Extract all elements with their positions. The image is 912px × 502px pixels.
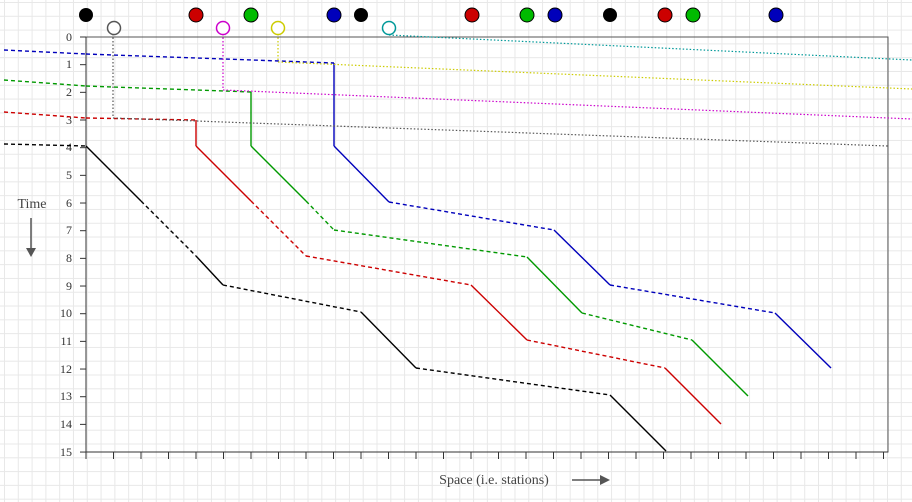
y-tick-labels: 0 1 2 3 4 5 6 7 8 9 10 11 12 13 14 15 xyxy=(60,30,72,459)
station-markers xyxy=(79,7,784,36)
trajectory-black xyxy=(3,143,667,452)
trajectory-segment xyxy=(305,255,472,286)
trajectory-segment xyxy=(112,117,889,147)
marker-green-filled xyxy=(519,7,535,23)
trajectory-blue xyxy=(3,49,832,369)
trajectory-segment xyxy=(85,85,252,93)
y-tick: 14 xyxy=(60,417,72,431)
y-tick: 5 xyxy=(66,168,72,182)
y-tick: 15 xyxy=(60,445,72,459)
y-tick: 3 xyxy=(66,113,72,127)
y-tick: 4 xyxy=(66,140,72,154)
marker-green-filled xyxy=(685,7,701,23)
trajectory-red xyxy=(3,111,722,425)
trajectory-segment xyxy=(140,200,197,257)
trajectory-segment xyxy=(691,339,749,397)
trajectory-segment xyxy=(388,201,555,231)
trajectory-segment xyxy=(85,145,142,202)
trajectory-green xyxy=(3,79,749,397)
trajectory-yellow xyxy=(277,34,912,90)
y-axis-arrow xyxy=(26,218,36,257)
trajectory-segment xyxy=(526,339,666,369)
trajectory-segment xyxy=(3,79,87,87)
y-tick: 10 xyxy=(60,306,72,320)
trajectory-segment xyxy=(553,229,611,286)
y-tick: 13 xyxy=(60,389,72,403)
y-tick: 0 xyxy=(66,30,72,44)
y-tick: 2 xyxy=(66,85,72,99)
trajectory-segment xyxy=(774,312,832,369)
trajectory-segment xyxy=(3,111,87,119)
marker-blue-filled xyxy=(768,7,784,23)
marker-black-filled xyxy=(79,8,93,22)
y-tick: 8 xyxy=(66,251,72,265)
marker-cyan-hollow xyxy=(381,20,397,36)
trajectory-cyan xyxy=(388,34,912,61)
trajectory-segment xyxy=(415,367,611,396)
y-axis-label: Time xyxy=(17,197,46,212)
trajectory-segment xyxy=(85,53,335,64)
trajectory-gray xyxy=(112,34,889,147)
trajectory-segment xyxy=(581,312,693,341)
trajectory-segment xyxy=(664,367,722,425)
trajectory-segment xyxy=(195,255,224,286)
trajectory-segment xyxy=(609,284,776,314)
trajectory-segment xyxy=(250,200,307,257)
y-tick: 12 xyxy=(60,362,72,376)
marker-black-filled xyxy=(354,8,368,22)
x-tick-marks xyxy=(85,452,884,459)
trajectory-segment xyxy=(222,284,362,313)
trajectory-segment xyxy=(3,143,87,147)
trajectory-segment xyxy=(222,89,912,120)
marker-green-filled xyxy=(243,7,259,23)
marker-red-filled xyxy=(657,7,673,23)
train-trajectories xyxy=(3,34,912,452)
marker-gray-hollow xyxy=(106,20,122,36)
trajectory-segment xyxy=(388,34,912,61)
trajectory-segment xyxy=(470,284,528,341)
plot-frame xyxy=(85,36,889,453)
y-tick: 7 xyxy=(66,223,72,237)
trajectory-magenta xyxy=(222,34,912,120)
trajectory-segment xyxy=(609,394,667,452)
x-axis-label: Space (i.e. stations) xyxy=(439,473,549,488)
trajectory-segment xyxy=(333,229,528,258)
trajectory-segment xyxy=(250,145,307,202)
trajectory-segment xyxy=(333,145,390,203)
trajectory-segment xyxy=(85,117,197,121)
marker-black-filled xyxy=(603,8,617,22)
marker-red-filled xyxy=(188,7,204,23)
marker-yellow-hollow xyxy=(270,20,286,36)
marker-magenta-hollow xyxy=(215,20,231,36)
y-tick: 1 xyxy=(66,57,72,71)
marker-blue-filled xyxy=(547,7,563,23)
trajectory-segment xyxy=(360,311,417,369)
trajectory-segment xyxy=(526,256,583,314)
marker-blue-filled xyxy=(326,7,342,23)
trajectory-segment xyxy=(305,200,335,231)
trajectory-segment xyxy=(277,61,912,90)
y-tick: 6 xyxy=(66,196,72,210)
x-axis-arrow xyxy=(572,475,610,485)
trajectory-segment xyxy=(195,145,252,202)
y-tick-marks xyxy=(80,36,86,453)
trajectory-segment xyxy=(3,49,87,55)
y-tick: 9 xyxy=(66,279,72,293)
y-tick: 11 xyxy=(60,334,72,348)
marker-red-filled xyxy=(464,7,480,23)
